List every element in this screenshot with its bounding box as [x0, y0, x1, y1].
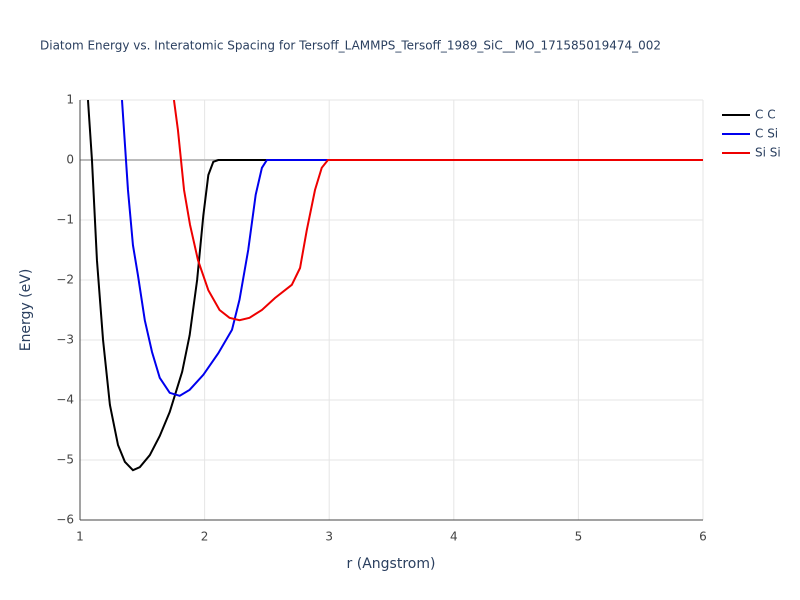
line [120, 100, 703, 397]
y-tick-label: −5 [56, 453, 74, 467]
chart-title: Diatom Energy vs. Interatomic Spacing fo… [40, 39, 661, 53]
line [172, 100, 703, 322]
x-tick-label: 2 [201, 530, 209, 544]
x-tick-label: 1 [76, 530, 84, 544]
x-tick-label: 6 [699, 530, 707, 544]
y-axis-title: Energy (eV) [18, 269, 34, 352]
y-tick-label: −6 [56, 513, 74, 527]
x-tick-label: 4 [450, 530, 458, 544]
plot-area [86, 100, 703, 472]
y-tick-label: −2 [56, 273, 74, 287]
line [86, 100, 703, 472]
legend-label: C C [755, 108, 776, 122]
x-axis-title: r (Angstrom) [347, 556, 436, 572]
legend-label: C Si [755, 127, 778, 141]
y-tick-label: 0 [66, 153, 74, 167]
y-tick-label: 1 [66, 93, 74, 107]
y-tick-label: −3 [56, 333, 74, 347]
x-tick-label: 5 [575, 530, 583, 544]
x-tick-label: 3 [325, 530, 333, 544]
y-tick-label: −4 [56, 393, 74, 407]
legend-label: Si Si [755, 146, 781, 160]
y-tick-label: −1 [56, 213, 74, 227]
